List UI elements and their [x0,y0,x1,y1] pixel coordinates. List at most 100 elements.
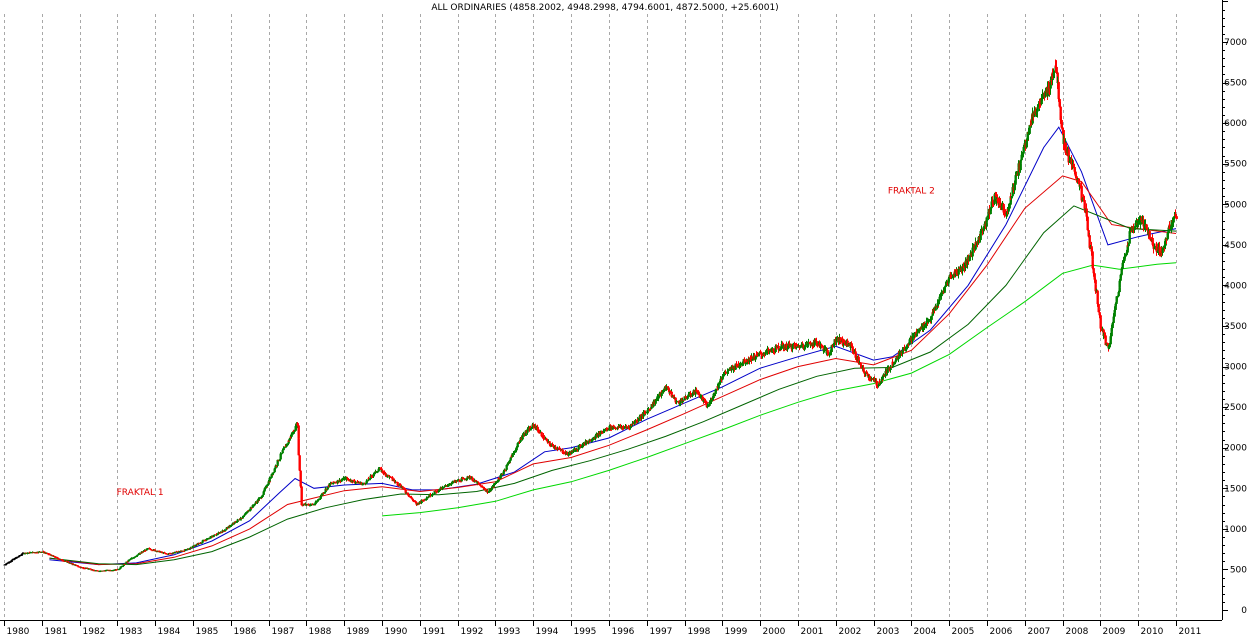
candle-body [231,524,234,526]
candle-body [1080,191,1083,201]
candle-body [1173,216,1176,219]
candle-body [1026,132,1029,142]
candle-body [1097,304,1100,313]
candle-body [526,428,529,432]
candle-body [954,271,957,277]
candle-body [1112,320,1115,323]
candle-body [614,427,617,429]
y-tick-label: 500 [1230,565,1247,575]
candle-body [947,278,950,283]
candle-body [1113,309,1116,317]
candle-body [550,444,553,446]
candle-body [372,474,375,476]
ma-lightgreen-line [382,262,1177,517]
candle-body [176,551,179,553]
candle-body [319,498,322,500]
candle-body [1086,219,1089,231]
candle-body [412,500,415,502]
candle-body [813,339,816,346]
y-tick-label: 4000 [1224,281,1247,291]
candle-body [873,379,876,382]
candle-body [53,556,56,558]
candle-body [648,409,651,411]
candle-body [403,487,406,490]
candle-body [806,343,809,346]
candle-body [256,500,259,503]
candle-body [1098,312,1101,316]
candle-body [509,457,512,461]
candle-body [1168,224,1171,230]
candle-body [410,497,413,499]
candle-body [518,441,521,443]
candle-body [911,334,914,341]
candle-body [891,361,894,366]
candle-body [877,385,880,387]
candle-body [114,569,117,571]
candle-body [248,510,251,512]
candle-body [1010,196,1013,198]
candle-body [934,308,937,311]
candle-body [686,396,689,398]
candle-body [1075,176,1078,180]
candle-body [865,371,868,374]
candle-body [1009,196,1012,205]
candle-body [381,470,384,473]
candle-body [924,325,927,328]
candle-body [1008,204,1011,209]
candle-body [899,352,902,355]
candle-body [322,492,325,494]
candle-body [1005,212,1008,215]
candle-body [1072,164,1075,167]
x-tick-label: 1983 [120,627,143,636]
candle-body [925,321,928,326]
candle-body [868,375,871,379]
candle-body [1137,220,1140,225]
candle-body [429,494,432,496]
candle-body [572,449,575,453]
candle-body [243,514,246,516]
y-tick-label: 0 [1241,606,1247,616]
candle-body [407,495,410,497]
candle-body [842,343,845,345]
candle-body [1111,322,1114,329]
candle-body [324,488,327,491]
candle-body [552,445,555,448]
candle-body [278,459,281,461]
candle-body [1019,160,1022,164]
candle-body [343,477,346,480]
candle-body [1175,216,1178,219]
candle-body [287,440,290,444]
candle-body [996,198,999,202]
x-tick-label: 1988 [309,627,332,636]
candle-body [23,553,26,555]
candle-body [1112,316,1115,321]
candle-body [51,555,54,557]
candle-body [804,344,807,348]
candle-body [1057,81,1060,100]
candle-body [932,309,935,314]
candle-body [42,551,45,553]
candle-body [281,451,284,454]
candle-body [353,481,356,483]
x-tick-label: 1993 [498,627,521,636]
candle-body [955,269,958,274]
candle-body [478,484,481,486]
candle-body [737,363,740,367]
candle-body [1029,125,1032,127]
candle-body [286,443,289,445]
candle-body [570,450,573,454]
candle-body [705,401,708,406]
candle-body [1120,268,1123,275]
candle-body [384,473,387,476]
candle-body [397,485,400,487]
candle-body [1070,161,1073,165]
candle-body [20,554,23,556]
candle-body [674,397,677,403]
candle-body [587,440,590,444]
candle-body [1118,287,1121,293]
x-tick-label: 1985 [196,627,219,636]
candle-body [430,495,433,497]
candle-body [1074,171,1077,177]
y-tick-label: 7000 [1224,38,1247,48]
candle-body [287,440,290,442]
